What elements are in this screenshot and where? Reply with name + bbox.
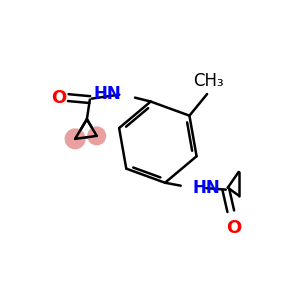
Text: O: O [226, 219, 241, 237]
Text: O: O [51, 88, 66, 106]
Text: HN: HN [193, 179, 220, 197]
Circle shape [65, 129, 85, 149]
Text: CH₃: CH₃ [193, 72, 224, 90]
Text: HN: HN [94, 85, 121, 103]
Circle shape [88, 127, 106, 145]
